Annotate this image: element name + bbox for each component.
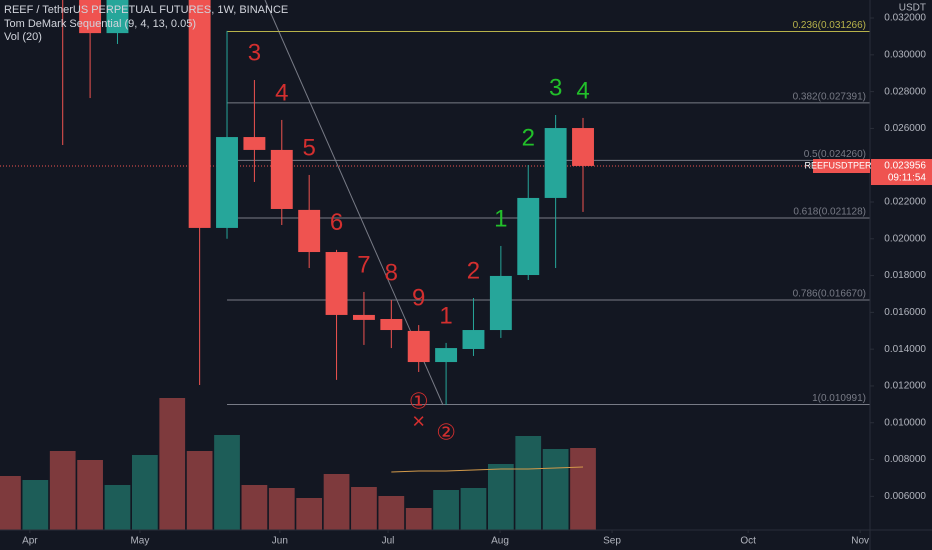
fib-label: 0.382(0.027391) bbox=[793, 91, 866, 102]
volume-bar bbox=[241, 485, 268, 530]
volume-bar bbox=[460, 488, 487, 530]
td-count: 4 bbox=[576, 77, 589, 104]
symbol-label: REEFUSDTPERP bbox=[804, 160, 877, 170]
y-tick-label: 0.032000 bbox=[884, 13, 926, 24]
volume-bar bbox=[542, 449, 569, 530]
y-tick-label: 0.006000 bbox=[884, 491, 926, 502]
volume-bar bbox=[515, 436, 542, 530]
volume-bar bbox=[49, 451, 76, 530]
volume-bar bbox=[0, 476, 21, 530]
td-count: 1 bbox=[494, 205, 507, 232]
candle-body bbox=[544, 128, 567, 198]
volume-bar bbox=[570, 448, 596, 530]
chart-title: REEF / TetherUS PERPETUAL FUTURES, 1W, B… bbox=[4, 4, 288, 16]
y-tick-label: 0.020000 bbox=[884, 233, 926, 244]
fib-label: 1(0.010991) bbox=[812, 393, 866, 404]
candle-body bbox=[407, 330, 430, 363]
x-tick-label: Sep bbox=[603, 536, 621, 547]
y-tick-label: 0.008000 bbox=[884, 454, 926, 465]
volume-bar bbox=[487, 464, 514, 530]
td-count: 9 bbox=[412, 284, 425, 311]
td-count: 1 bbox=[439, 302, 452, 329]
y-tick-label: 0.030000 bbox=[884, 49, 926, 60]
currency-label: USDT bbox=[899, 3, 926, 14]
td-count: 2 bbox=[467, 257, 480, 284]
candle-body bbox=[380, 318, 403, 331]
price-label: 0.023956 bbox=[884, 161, 926, 172]
annotation: ① bbox=[409, 388, 429, 413]
volume-bar bbox=[378, 496, 405, 530]
td-count: 8 bbox=[385, 259, 398, 286]
volume-bar bbox=[131, 455, 158, 530]
annotation: × bbox=[412, 409, 425, 434]
td-count: 4 bbox=[275, 79, 288, 106]
y-tick-label: 0.014000 bbox=[884, 344, 926, 355]
candle-body bbox=[298, 209, 321, 253]
x-tick-label: Jun bbox=[272, 536, 288, 547]
volume-bar bbox=[186, 451, 213, 530]
candle-body bbox=[489, 275, 512, 331]
price-badge bbox=[871, 159, 932, 186]
td-count: 6 bbox=[330, 209, 343, 236]
x-tick-label: May bbox=[130, 536, 149, 547]
volume-bar bbox=[159, 398, 186, 530]
y-tick-label: 0.018000 bbox=[884, 270, 926, 281]
td-count: 7 bbox=[357, 251, 370, 278]
volume-bar bbox=[323, 474, 350, 530]
volume-bar bbox=[296, 498, 323, 530]
td-count: 5 bbox=[302, 134, 315, 161]
x-tick-label: Nov bbox=[851, 536, 869, 547]
symbol-badge bbox=[813, 159, 870, 174]
volume-bar bbox=[433, 490, 459, 530]
volume-bar bbox=[351, 487, 377, 530]
fib-label: 0.786(0.016670) bbox=[793, 289, 866, 300]
candle-body bbox=[325, 252, 348, 315]
countdown-label: 09:11:54 bbox=[888, 173, 927, 184]
x-tick-label: Aug bbox=[491, 536, 509, 547]
annotation: ② bbox=[436, 420, 456, 445]
y-tick-label: 0.026000 bbox=[884, 123, 926, 134]
candle-body bbox=[188, 0, 211, 228]
candle-body bbox=[216, 137, 238, 228]
x-tick-label: Oct bbox=[740, 536, 756, 547]
volume-bar bbox=[405, 508, 432, 530]
td-count: 2 bbox=[522, 124, 535, 151]
y-tick-label: 0.028000 bbox=[884, 86, 926, 97]
volume-bar bbox=[214, 435, 240, 530]
candle-body bbox=[352, 314, 375, 320]
candle-body bbox=[572, 128, 594, 166]
candle-body bbox=[270, 149, 293, 209]
volume-bar bbox=[22, 480, 49, 530]
candle-body bbox=[435, 348, 458, 363]
candle-body bbox=[79, 0, 102, 34]
fib-label: 0.618(0.021128) bbox=[793, 207, 866, 218]
td-count: 3 bbox=[248, 39, 261, 66]
indicator-legend: Tom DeMark Sequential (9, 4, 13, 0.05) bbox=[4, 18, 196, 30]
volume-bar bbox=[104, 485, 131, 530]
volume-bar bbox=[268, 488, 295, 530]
volume-ma bbox=[391, 466, 584, 473]
y-tick-label: 0.016000 bbox=[884, 307, 926, 318]
x-tick-label: Apr bbox=[22, 536, 38, 547]
fib-label: 0.5(0.024260) bbox=[804, 149, 866, 160]
candle-body bbox=[106, 0, 129, 34]
candle-body bbox=[462, 330, 485, 349]
fib-label: 0.236(0.031266) bbox=[793, 20, 866, 31]
y-tick-label: 0.010000 bbox=[884, 417, 926, 428]
x-tick-label: Jul bbox=[382, 536, 395, 547]
y-tick-label: 0.012000 bbox=[884, 381, 926, 392]
indicator-legend: Vol (20) bbox=[4, 31, 42, 43]
candle-body bbox=[243, 137, 266, 150]
volume-bar bbox=[77, 460, 103, 530]
candle-body bbox=[517, 197, 540, 276]
td-count: 3 bbox=[549, 74, 562, 101]
y-tick-label: 0.022000 bbox=[884, 197, 926, 208]
